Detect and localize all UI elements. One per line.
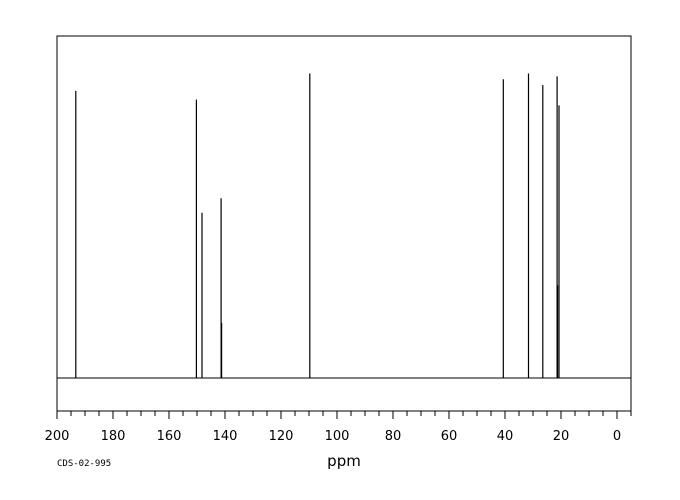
tick-label-20: 20 [553,429,570,444]
tick-label-0: 0 [613,429,621,444]
plot-frame [56,35,632,412]
tick-label-160: 160 [157,429,182,444]
tick-label-80: 80 [385,429,402,444]
tick-label-140: 140 [213,429,238,444]
tick-label-180: 180 [101,429,126,444]
peaks-layer [75,73,560,378]
tick-label-60: 60 [441,429,458,444]
x-axis-title: ppm [327,452,361,470]
tick-label-200: 200 [45,429,70,444]
tick-label-40: 40 [497,429,514,444]
x-axis-tick-labels: 200 180 160 140 120 100 80 60 40 20 0 [45,429,622,444]
x-axis-ticks [56,411,632,419]
tick-label-120: 120 [269,429,294,444]
tick-label-100: 100 [325,429,350,444]
sample-code-label: CDS-02-995 [57,459,111,469]
